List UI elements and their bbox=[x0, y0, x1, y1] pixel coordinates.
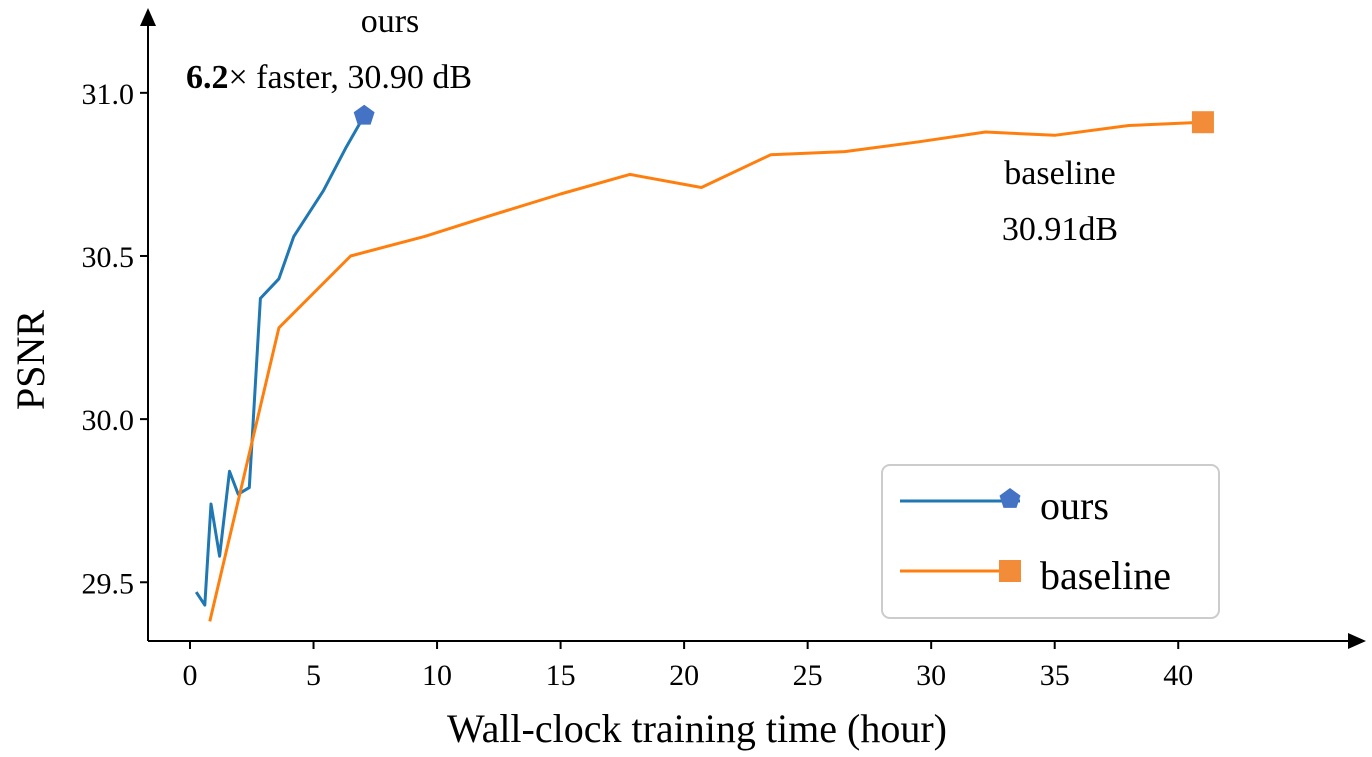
x-tick-label: 0 bbox=[183, 659, 198, 692]
legend-marker-baseline bbox=[999, 560, 1021, 582]
x-tick-label: 35 bbox=[1040, 659, 1070, 692]
legend: ours baseline bbox=[881, 464, 1220, 619]
x-tick-label: 25 bbox=[793, 659, 823, 692]
legend-marker-ours bbox=[999, 488, 1021, 508]
x-axis-title: Wall-clock training time (hour) bbox=[447, 706, 947, 751]
x-tick-label: 40 bbox=[1163, 659, 1193, 692]
annotation-baseline-value: 30.91dB bbox=[1002, 211, 1118, 248]
y-tick-label: 30.0 bbox=[82, 404, 135, 437]
x-tick-label: 30 bbox=[916, 659, 946, 692]
legend-box bbox=[881, 464, 1220, 619]
series-line-ours bbox=[194, 114, 366, 607]
x-tick-label: 15 bbox=[546, 659, 576, 692]
annotation-ours-speedup: 6.2× faster, 30.90 dB bbox=[186, 59, 472, 96]
y-tick-label: 29.5 bbox=[82, 567, 135, 600]
x-ticks: 0 5 10 15 20 25 30 35 40 bbox=[183, 641, 1193, 692]
annotation-speedup-text: × faster, 30.90 dB bbox=[229, 59, 473, 96]
y-axis-title: PSNR bbox=[8, 310, 53, 410]
annotation-speedup-bold: 6.2 bbox=[186, 59, 229, 96]
series-end-marker-ours bbox=[353, 104, 375, 125]
y-axis-arrow bbox=[140, 8, 156, 26]
y-ticks: 29.5 30.0 30.5 31.0 bbox=[82, 78, 148, 600]
y-tick-label: 30.5 bbox=[82, 241, 135, 274]
legend-label-baseline: baseline bbox=[1040, 553, 1171, 598]
x-tick-label: 20 bbox=[669, 659, 699, 692]
series-line-baseline bbox=[208, 120, 1203, 622]
y-tick-label: 31.0 bbox=[82, 78, 135, 111]
x-axis-arrow bbox=[1348, 633, 1366, 649]
series-end-marker-baseline bbox=[1191, 111, 1214, 134]
annotation-ours-label: ours bbox=[361, 3, 420, 40]
legend-label-ours: ours bbox=[1040, 483, 1109, 528]
series-layer bbox=[194, 104, 1214, 622]
x-tick-label: 5 bbox=[306, 659, 321, 692]
annotation-baseline-label: baseline bbox=[1004, 155, 1115, 192]
x-tick-label: 10 bbox=[422, 659, 452, 692]
